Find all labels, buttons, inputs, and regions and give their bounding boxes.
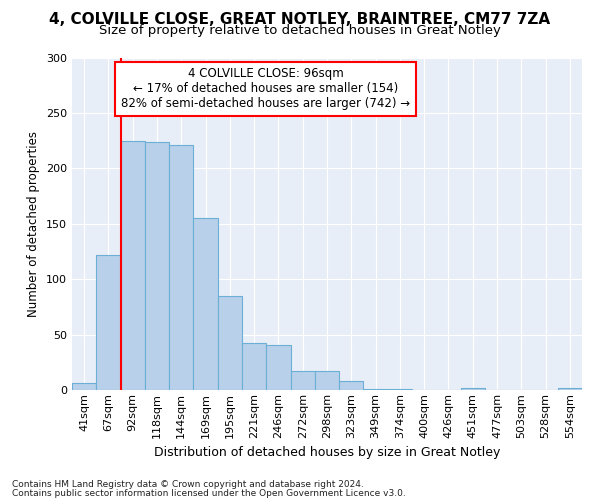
Text: Contains public sector information licensed under the Open Government Licence v3: Contains public sector information licen… bbox=[12, 488, 406, 498]
Bar bbox=[266, 344, 290, 390]
Text: 4 COLVILLE CLOSE: 96sqm
← 17% of detached houses are smaller (154)
82% of semi-d: 4 COLVILLE CLOSE: 96sqm ← 17% of detache… bbox=[121, 68, 410, 110]
Bar bbox=[315, 371, 339, 390]
Bar bbox=[388, 389, 412, 390]
Bar bbox=[558, 388, 582, 390]
Bar bbox=[193, 218, 218, 390]
Text: 4, COLVILLE CLOSE, GREAT NOTLEY, BRAINTREE, CM77 7ZA: 4, COLVILLE CLOSE, GREAT NOTLEY, BRAINTR… bbox=[49, 12, 551, 28]
Bar bbox=[96, 255, 121, 390]
Bar bbox=[242, 344, 266, 390]
Bar bbox=[339, 381, 364, 390]
Bar bbox=[121, 140, 145, 390]
Bar bbox=[145, 142, 169, 390]
X-axis label: Distribution of detached houses by size in Great Notley: Distribution of detached houses by size … bbox=[154, 446, 500, 459]
Bar bbox=[218, 296, 242, 390]
Text: Contains HM Land Registry data © Crown copyright and database right 2024.: Contains HM Land Registry data © Crown c… bbox=[12, 480, 364, 489]
Y-axis label: Number of detached properties: Number of detached properties bbox=[28, 130, 40, 317]
Bar bbox=[169, 145, 193, 390]
Bar bbox=[364, 389, 388, 390]
Bar bbox=[290, 371, 315, 390]
Bar bbox=[72, 384, 96, 390]
Bar bbox=[461, 388, 485, 390]
Text: Size of property relative to detached houses in Great Notley: Size of property relative to detached ho… bbox=[99, 24, 501, 37]
